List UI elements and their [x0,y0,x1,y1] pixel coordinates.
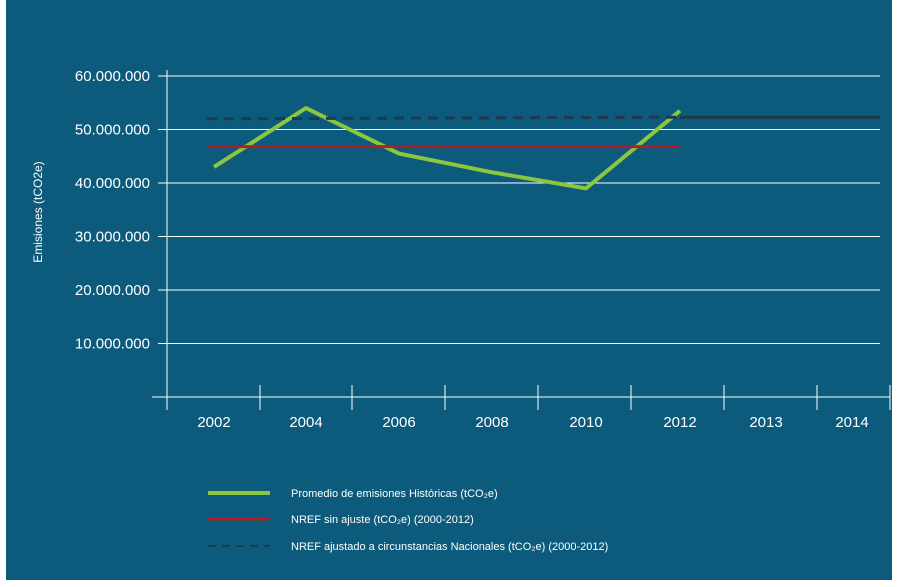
legend: Promedio de emisiones Históricas (tCO₂e)… [208,488,608,553]
y-tick-label: 50.000.000 [75,122,150,139]
x-tick-label: 2013 [749,414,782,431]
series-historical-line [212,106,682,191]
legend-label-historical: Promedio de emisiones Históricas (tCO₂e) [291,488,498,500]
series-nref-ajustado-dashed [206,115,681,121]
y-axis-title: Emisiones (tCO2e) [31,161,45,262]
x-tick-label: 2010 [569,414,602,431]
x-tick-label: 2012 [663,414,696,431]
y-tick-label: 30.000.000 [75,229,150,246]
y-tick-label: 60.000.000 [75,68,150,85]
axis-layer [152,70,891,410]
x-tick-label: 2006 [382,414,415,431]
x-tick-label: 2002 [197,414,230,431]
label-layer: 10.000.000 20.000.000 30.000.000 40.000.000… [31,68,869,431]
y-tick-label: 20.000.000 [75,282,150,299]
legend-label-nref-sin-ajuste: NREF sin ajuste (tCO₂e) (2000-2012) [291,514,474,526]
y-tick-label: 40.000.000 [75,175,150,192]
legend-label-nref-ajustado: NREF ajustado a circunstancias Nacionale… [291,541,608,553]
grid-layer [158,75,880,344]
x-tick-label: 2004 [289,414,322,431]
y-tick-label: 10.000.000 [75,336,150,353]
x-tick-label: 2008 [475,414,508,431]
series-layer [206,106,880,191]
x-tick-label: 2014 [835,414,868,431]
